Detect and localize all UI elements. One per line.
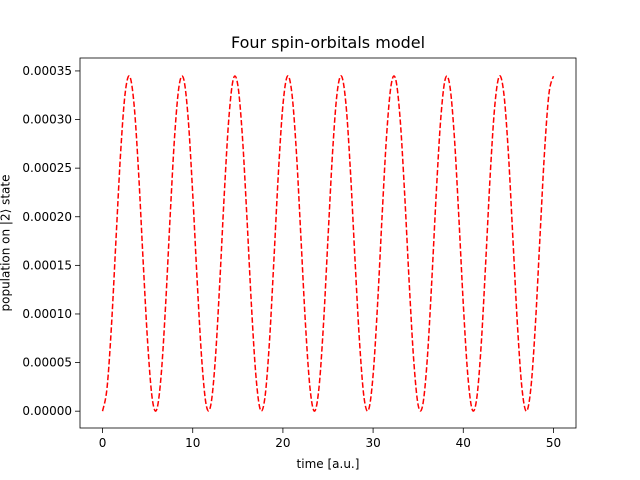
y-tick-label: 0.00020 — [22, 210, 72, 224]
y-axis-label: population on |2⟩ state — [0, 174, 13, 311]
y-tick-label: 0.00005 — [22, 356, 72, 370]
y-tick-label: 0.00025 — [22, 161, 72, 175]
y-tick-label: 0.00030 — [22, 113, 72, 127]
x-tick-label: 10 — [185, 436, 200, 450]
y-tick-label: 0.00035 — [22, 64, 72, 78]
x-tick-label: 50 — [546, 436, 561, 450]
x-tick-label: 40 — [456, 436, 471, 450]
chart-title: Four spin-orbitals model — [231, 33, 425, 52]
x-axis-label: time [a.u.] — [297, 457, 360, 471]
x-tick-label: 20 — [275, 436, 290, 450]
y-tick-label: 0.00015 — [22, 258, 72, 272]
x-tick-label: 30 — [365, 436, 380, 450]
data-line — [101, 75, 555, 412]
plot-frame — [79, 57, 577, 429]
x-tick-label: 0 — [99, 436, 107, 450]
y-tick-label: 0.00010 — [22, 307, 72, 321]
y-tick-label: 0.00000 — [22, 404, 72, 418]
